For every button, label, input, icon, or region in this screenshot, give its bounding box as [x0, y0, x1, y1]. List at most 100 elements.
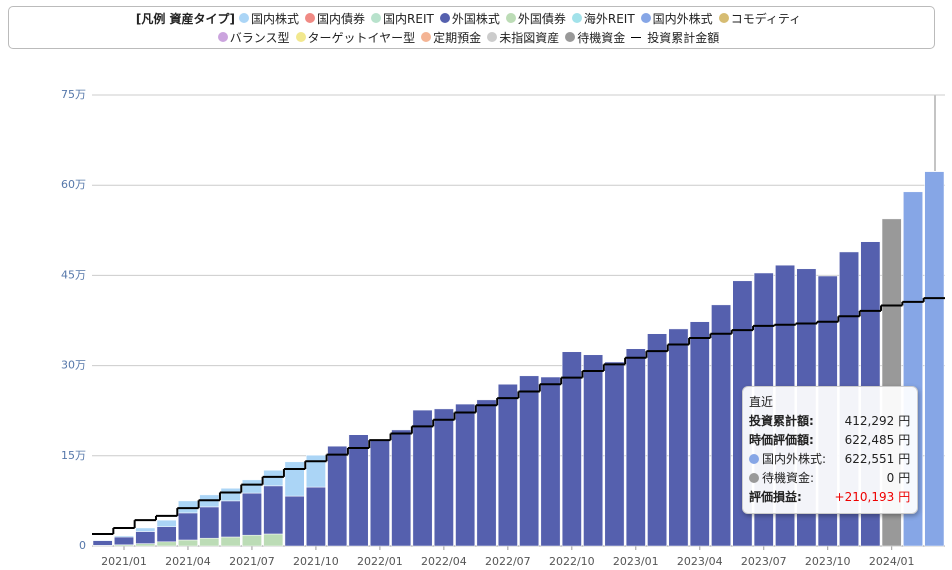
bar-segment: [156, 541, 177, 547]
legend: [凡例 資産タイプ] 国内株式 国内債券 国内REIT 外国株式 外国債券 海外REIT 国…: [8, 6, 935, 49]
bar-segment: [391, 429, 412, 547]
legend-item: 待機資金: [565, 29, 625, 46]
bar-segment: [306, 454, 326, 488]
bar-segment: [604, 361, 625, 547]
bar-segment: [199, 537, 220, 547]
tooltip-unit: 円: [898, 452, 911, 466]
legend-item: 国内REIT: [371, 10, 434, 27]
legend-label: 海外REIT: [583, 11, 635, 26]
bar-segment: [242, 534, 262, 547]
tooltip-unit: 円: [898, 471, 911, 485]
bar-segment: [220, 536, 241, 547]
legend-line: [631, 36, 642, 38]
bar-segment: [242, 492, 262, 536]
legend-item: 国内外株式: [640, 10, 713, 27]
legend-label: 外国株式: [451, 11, 500, 26]
bar-segment: [284, 495, 305, 547]
legend-label: コモディティ: [730, 11, 802, 26]
legend-item: 国内株式: [239, 10, 299, 27]
tooltip-title: 直近: [749, 395, 774, 409]
tooltip-unit: 円: [898, 490, 911, 504]
x-tick-label: 2022/04: [421, 555, 467, 568]
legend-dot: [571, 13, 582, 23]
bar-segment: [668, 328, 689, 547]
tooltip-label: 待機資金:: [762, 471, 815, 485]
legend-dot: [640, 13, 651, 23]
legend-dot: [305, 13, 316, 23]
legend-dot: [439, 13, 450, 23]
bar-segment: [327, 445, 348, 547]
y-tick-label: 0: [79, 539, 86, 552]
legend-item: 未指図資産: [487, 29, 559, 46]
x-tick-label: 2023/04: [677, 555, 723, 568]
bar-segment: [497, 383, 518, 547]
bar-segment: [92, 539, 113, 541]
legend-item: 定期預金: [421, 29, 481, 46]
bar-segment: [263, 485, 284, 535]
legend-item: 国内債券: [305, 10, 365, 27]
legend-dot: [565, 32, 576, 42]
tooltip-unit: 円: [898, 414, 911, 428]
bar-segment: [135, 543, 156, 547]
bar-segment: [135, 531, 156, 544]
legend-label: 待機資金: [577, 30, 626, 45]
bar-segment: [242, 479, 262, 494]
bar-segment: [476, 399, 497, 547]
bar-segment: [561, 351, 582, 547]
bar-segment: [647, 333, 668, 547]
x-tick-label: 2024/01: [869, 555, 915, 568]
bar-segment: [220, 488, 241, 502]
bar-segment: [519, 375, 540, 547]
bar-segment: [178, 539, 198, 547]
bar-segment: [924, 171, 945, 547]
legend-item: 海外REIT: [571, 10, 635, 27]
tooltip-value: 0: [886, 471, 895, 485]
tooltip-dot: [749, 473, 759, 483]
legend-item: コモディティ: [718, 10, 802, 27]
bar-segment: [306, 486, 326, 547]
legend-item: ターゲットイヤー型: [295, 29, 415, 46]
bar-segment: [689, 321, 710, 547]
legend-item: 外国株式: [439, 10, 500, 27]
tooltip-value: 412,292: [844, 414, 895, 428]
tooltip-label: 投資累計額:: [749, 414, 814, 428]
bar-segment: [284, 461, 305, 497]
tooltip-unit: 円: [898, 433, 911, 447]
bar-segment: [583, 354, 604, 547]
bar-segment: [433, 408, 454, 547]
tooltip-table: 投資累計額: 412,292 円 時価評価額: 622,485 円 国内外株式: 622,…: [749, 412, 911, 507]
bar-segment: [711, 304, 731, 547]
legend-label: 未指図資産: [499, 30, 560, 45]
bar-segment: [263, 533, 284, 547]
legend-item: 投資累計金額: [631, 29, 719, 46]
legend-label: 国内株式: [251, 11, 300, 26]
legend-dot: [239, 13, 250, 23]
x-tick-label: 2023/07: [741, 555, 787, 568]
bar-segment: [412, 409, 433, 547]
x-tick-label: 2021/01: [101, 555, 147, 568]
x-tick-label: 2022/07: [485, 555, 531, 568]
bar-segment: [625, 348, 646, 547]
legend-dot: [217, 32, 228, 42]
bar-segment: [156, 526, 177, 543]
bar-segment: [199, 506, 220, 539]
tooltip-value: 622,485: [844, 433, 895, 447]
x-tick-label: 2021/07: [229, 555, 275, 568]
y-tick-label: 15万: [61, 449, 86, 462]
legend-title: [凡例 資産タイプ]: [135, 11, 236, 26]
legend-dot: [295, 32, 306, 42]
tooltip-label: 評価損益:: [749, 490, 802, 504]
y-tick-label: 75万: [61, 88, 86, 101]
legend-label: 投資累計金額: [647, 30, 720, 45]
bar-segment: [135, 527, 156, 532]
x-tick-label: 2023/10: [805, 555, 851, 568]
tooltip-label: 国内外株式:: [762, 452, 827, 466]
bar-segment: [369, 439, 390, 547]
tooltip-label: 時価評価額:: [749, 433, 814, 447]
bar-segment: [455, 403, 476, 547]
bar-segment: [178, 500, 198, 514]
bar-segment: [114, 535, 134, 538]
legend-dot: [718, 13, 729, 23]
